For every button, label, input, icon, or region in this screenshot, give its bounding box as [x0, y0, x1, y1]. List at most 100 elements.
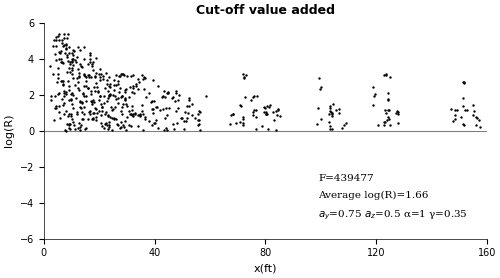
Point	[70, 123, 78, 127]
Point	[48, 97, 56, 102]
Point	[92, 110, 100, 115]
Point	[152, 105, 160, 110]
Point	[148, 107, 156, 111]
Point	[164, 91, 172, 95]
Point	[81, 74, 89, 78]
Point	[128, 74, 136, 78]
Point	[174, 98, 182, 102]
Point	[126, 85, 134, 89]
Point	[89, 116, 97, 121]
Point	[370, 93, 378, 98]
Point	[328, 102, 336, 106]
Point	[78, 117, 86, 121]
Point	[94, 72, 102, 76]
Point	[69, 119, 77, 124]
Point	[86, 51, 94, 55]
Point	[384, 118, 392, 122]
Point	[108, 92, 116, 97]
Point	[276, 113, 283, 118]
Point	[127, 124, 135, 128]
Point	[272, 109, 280, 113]
Point	[54, 72, 62, 76]
Point	[240, 117, 248, 121]
Point	[170, 99, 178, 103]
Point	[86, 53, 94, 57]
Point	[69, 63, 77, 68]
Point	[72, 59, 80, 64]
Point	[62, 128, 70, 133]
Point	[65, 66, 73, 70]
Point	[100, 74, 108, 78]
Point	[88, 97, 96, 102]
Point	[46, 64, 54, 68]
Point	[60, 88, 68, 93]
Point	[102, 85, 110, 90]
Point	[139, 76, 147, 81]
Point	[90, 100, 98, 105]
Point	[122, 87, 130, 92]
Point	[86, 73, 94, 77]
Point	[342, 120, 350, 125]
Point	[106, 93, 114, 97]
Point	[459, 80, 467, 84]
Point	[87, 99, 95, 103]
Point	[52, 58, 60, 62]
Point	[89, 111, 97, 115]
Point	[92, 107, 100, 111]
Point	[448, 106, 456, 111]
Point	[96, 93, 104, 98]
Point	[76, 105, 84, 109]
Point	[86, 111, 94, 116]
Point	[68, 53, 76, 57]
Point	[382, 73, 390, 77]
Point	[62, 89, 70, 94]
Point	[92, 81, 100, 85]
Point	[183, 116, 191, 120]
Point	[254, 94, 262, 99]
Point	[66, 122, 74, 126]
Point	[196, 110, 204, 114]
Point	[54, 103, 62, 108]
Point	[74, 86, 82, 90]
Point	[101, 122, 109, 126]
Point	[88, 59, 96, 64]
Point	[90, 75, 98, 79]
Point	[470, 109, 478, 114]
Point	[229, 111, 237, 116]
Point	[75, 74, 83, 78]
Point	[474, 117, 482, 122]
Point	[50, 118, 58, 122]
Point	[122, 86, 130, 91]
Point	[178, 116, 186, 120]
Point	[260, 105, 268, 109]
Point	[460, 79, 468, 84]
Point	[68, 51, 76, 56]
Point	[50, 38, 58, 42]
Point	[161, 116, 169, 120]
Point	[452, 117, 460, 122]
Point	[96, 72, 104, 76]
Point	[380, 73, 388, 77]
Point	[120, 97, 128, 101]
Point	[120, 101, 128, 106]
Point	[84, 73, 92, 78]
Point	[453, 108, 461, 112]
Point	[80, 57, 88, 61]
Point	[58, 97, 66, 101]
Point	[110, 94, 118, 98]
Point	[100, 93, 108, 98]
Point	[382, 110, 390, 115]
Point	[88, 75, 96, 80]
Point	[328, 111, 336, 115]
Point	[106, 114, 114, 119]
Point	[84, 86, 92, 90]
Point	[64, 32, 72, 37]
Point	[71, 58, 79, 62]
Point	[58, 79, 66, 83]
Point	[112, 82, 120, 87]
Point	[123, 74, 131, 79]
Point	[142, 115, 150, 119]
Point	[462, 108, 470, 113]
Point	[384, 96, 392, 101]
Point	[56, 51, 64, 55]
